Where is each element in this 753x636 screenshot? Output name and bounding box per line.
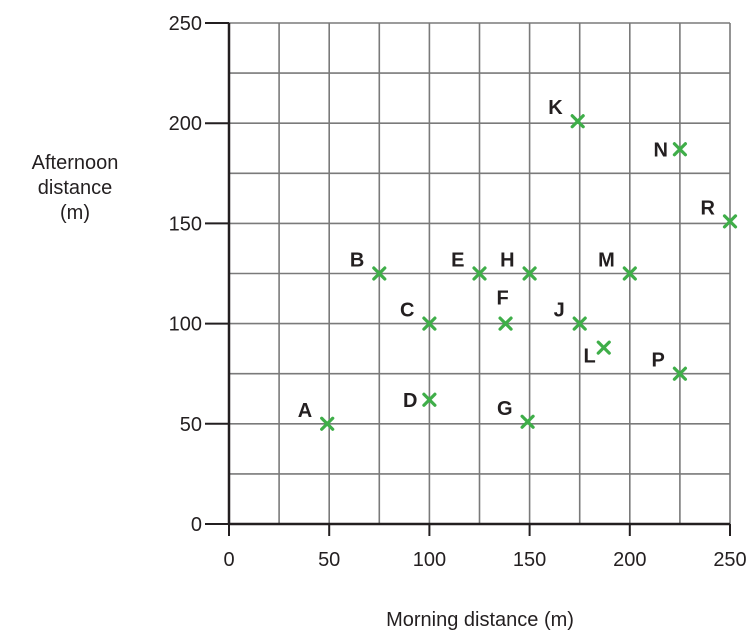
x-tick-label: 50 bbox=[318, 549, 340, 571]
y-tick-label: 250 bbox=[169, 13, 202, 35]
y-axis-label-line-3: (m) bbox=[60, 202, 90, 224]
point-label: G bbox=[497, 398, 513, 420]
point-marker bbox=[722, 214, 738, 229]
point-J: J bbox=[554, 300, 587, 331]
point-marker bbox=[570, 114, 585, 129]
y-axis-label: Afternoon distance (m) bbox=[0, 151, 150, 226]
y-tick-label: 200 bbox=[169, 113, 202, 135]
point-label: P bbox=[652, 350, 665, 372]
point-label: M bbox=[598, 250, 615, 272]
point-label: B bbox=[350, 250, 364, 272]
point-marker bbox=[320, 416, 335, 431]
point-label: K bbox=[548, 97, 563, 119]
y-tick-label: 100 bbox=[169, 314, 202, 336]
point-N: N bbox=[653, 139, 688, 161]
point-marker bbox=[672, 366, 688, 381]
point-label: N bbox=[653, 139, 667, 161]
point-L: L bbox=[584, 340, 611, 368]
x-tick-label: 0 bbox=[223, 549, 234, 571]
point-label: H bbox=[500, 250, 514, 272]
y-tick-label: 0 bbox=[191, 514, 202, 536]
y-tick-label: 50 bbox=[180, 414, 202, 436]
point-E: E bbox=[451, 250, 487, 281]
point-label: R bbox=[701, 197, 716, 219]
point-G: G bbox=[497, 398, 535, 429]
point-marker bbox=[596, 340, 611, 355]
point-label: C bbox=[400, 300, 414, 322]
point-marker bbox=[422, 316, 437, 331]
point-marker bbox=[672, 142, 688, 157]
point-marker bbox=[498, 316, 513, 331]
point-K: K bbox=[548, 97, 585, 129]
point-F: F bbox=[496, 288, 513, 331]
point-C: C bbox=[400, 300, 437, 331]
y-axis-label-line-2: distance bbox=[37, 177, 113, 199]
point-M: M bbox=[598, 250, 637, 281]
point-marker bbox=[522, 266, 537, 281]
data-points: A B C D E F G H J K L M N P R bbox=[298, 97, 738, 431]
point-label: E bbox=[451, 250, 464, 272]
x-tick-label: 150 bbox=[513, 549, 546, 571]
point-marker bbox=[422, 392, 437, 407]
x-axis-label: Morning distance (m) bbox=[386, 609, 574, 631]
point-label: D bbox=[403, 390, 417, 412]
point-A: A bbox=[298, 400, 335, 431]
x-tick-label: 200 bbox=[613, 549, 646, 571]
point-marker bbox=[622, 266, 637, 281]
point-label: L bbox=[584, 346, 596, 368]
point-marker bbox=[372, 266, 387, 281]
y-tick-label: 150 bbox=[169, 213, 202, 235]
x-tick-label: 100 bbox=[413, 549, 446, 571]
point-H: H bbox=[500, 250, 537, 281]
point-marker bbox=[472, 266, 487, 281]
point-D: D bbox=[403, 390, 437, 412]
tick-labels: 0 50 100 150 200 250 0 50 100 150 200 250 bbox=[169, 13, 747, 571]
point-B: B bbox=[350, 250, 387, 281]
point-label: A bbox=[298, 400, 312, 422]
grid bbox=[229, 22, 731, 524]
x-tick-label: 250 bbox=[713, 549, 746, 571]
point-marker bbox=[572, 316, 587, 331]
y-axis-label-line-1: Afternoon bbox=[31, 152, 119, 174]
point-label: J bbox=[554, 300, 565, 322]
point-R: R bbox=[701, 197, 738, 229]
axes bbox=[205, 22, 731, 536]
point-marker bbox=[520, 414, 535, 429]
point-P: P bbox=[652, 350, 688, 381]
point-label: F bbox=[496, 288, 508, 310]
